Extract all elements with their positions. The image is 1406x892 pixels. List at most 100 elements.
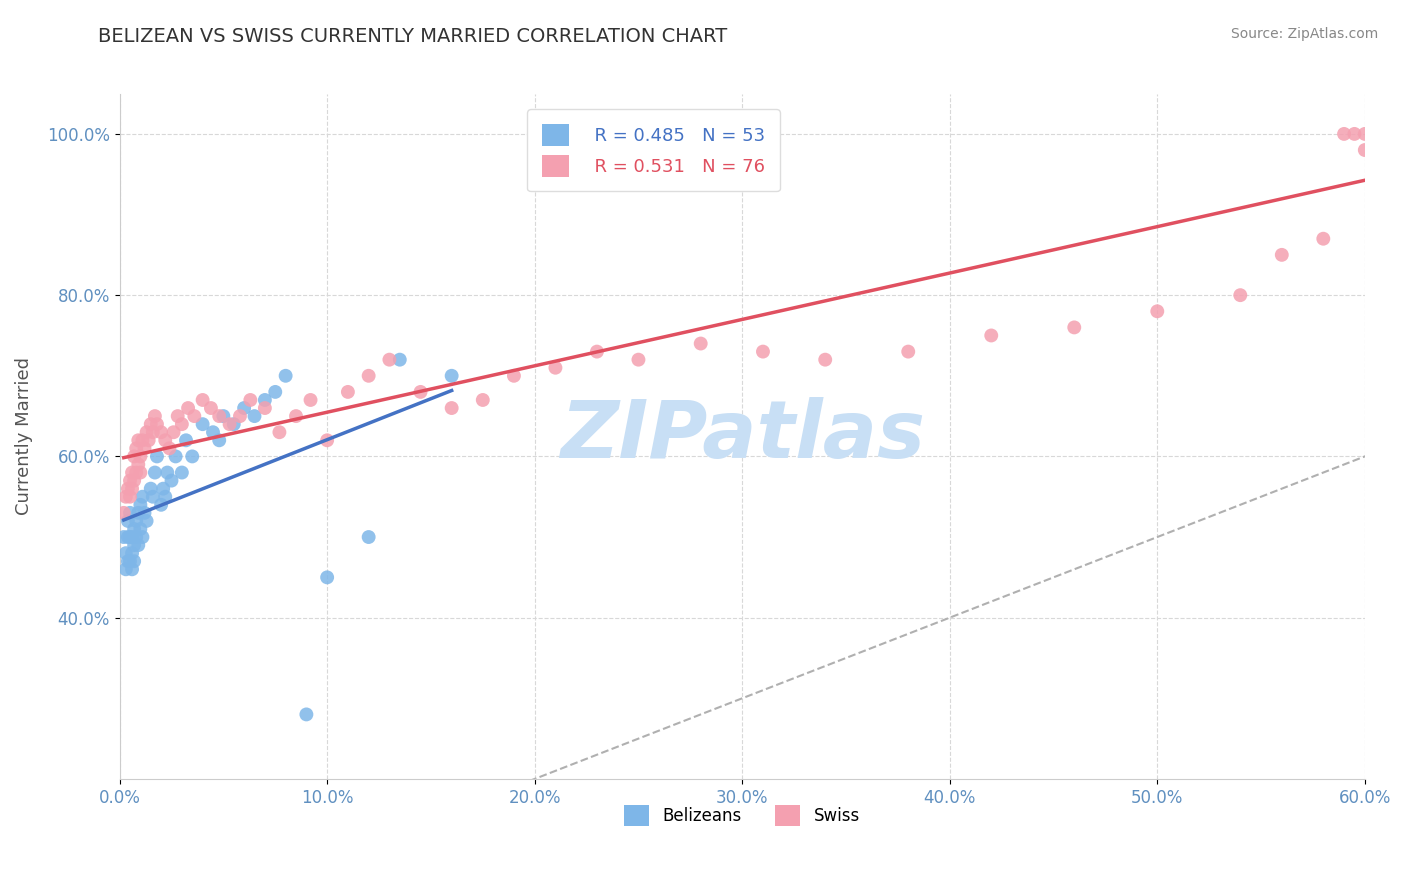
Point [177, 401, 200, 415]
Point [118, 506, 141, 520]
Point [1333, 127, 1355, 141]
Point [752, 344, 775, 359]
Point [503, 368, 526, 383]
Point [125, 530, 148, 544]
Point [1374, 127, 1396, 141]
Point [121, 546, 143, 560]
Point [285, 409, 308, 423]
Point [1343, 127, 1365, 141]
Point [1146, 304, 1168, 318]
Point [121, 530, 143, 544]
Point [980, 328, 1002, 343]
Point [181, 450, 204, 464]
Point [1374, 127, 1396, 141]
Y-axis label: Currently Married: Currently Married [15, 358, 32, 516]
Point [150, 425, 173, 440]
Point [269, 425, 291, 440]
Point [218, 417, 240, 432]
Point [122, 450, 145, 464]
Point [121, 482, 143, 496]
Point [222, 417, 245, 432]
Point [1063, 320, 1085, 334]
Point [299, 392, 322, 407]
Point [897, 344, 920, 359]
Point [125, 442, 148, 456]
Point [121, 562, 143, 576]
Point [166, 409, 188, 423]
Point [229, 409, 252, 423]
Point [160, 474, 183, 488]
Point [336, 384, 359, 399]
Point [409, 384, 432, 399]
Point [117, 554, 139, 568]
Point [1229, 288, 1251, 302]
Point [112, 506, 135, 520]
Point [127, 434, 149, 448]
Point [146, 417, 169, 432]
Point [440, 401, 463, 415]
Point [142, 490, 165, 504]
Point [138, 434, 160, 448]
Point [274, 368, 297, 383]
Point [212, 409, 235, 423]
Point [122, 522, 145, 536]
Point [208, 434, 231, 448]
Point [129, 450, 152, 464]
Point [689, 336, 711, 351]
Point [150, 498, 173, 512]
Point [295, 707, 318, 722]
Point [156, 466, 179, 480]
Point [544, 360, 567, 375]
Point [170, 417, 193, 432]
Point [129, 466, 152, 480]
Point [117, 482, 139, 496]
Point [239, 392, 262, 407]
Point [118, 490, 141, 504]
Point [118, 474, 141, 488]
Text: BELIZEAN VS SWISS CURRENTLY MARRIED CORRELATION CHART: BELIZEAN VS SWISS CURRENTLY MARRIED CORR… [98, 27, 728, 45]
Point [586, 344, 609, 359]
Point [118, 554, 141, 568]
Point [170, 466, 193, 480]
Point [152, 482, 174, 496]
Point [1271, 248, 1294, 262]
Point [316, 570, 339, 584]
Point [1312, 232, 1334, 246]
Point [117, 514, 139, 528]
Point [127, 458, 149, 472]
Point [143, 409, 166, 423]
Point [1354, 143, 1376, 157]
Point [183, 409, 205, 423]
Point [131, 434, 153, 448]
Point [135, 514, 157, 528]
Point [253, 401, 276, 415]
Point [471, 392, 494, 407]
Point [122, 474, 145, 488]
Point [125, 466, 148, 480]
Point [165, 450, 187, 464]
Point [118, 530, 141, 544]
Point [1364, 127, 1386, 141]
Point [233, 401, 256, 415]
Point [117, 530, 139, 544]
Point [139, 482, 162, 496]
Point [201, 425, 224, 440]
Point [127, 506, 149, 520]
Legend: Belizeans, Swiss: Belizeans, Swiss [617, 798, 866, 832]
Point [1395, 127, 1406, 141]
Point [357, 368, 380, 383]
Point [155, 490, 177, 504]
Text: ZIPatlas: ZIPatlas [560, 397, 925, 475]
Point [115, 546, 138, 560]
Point [1385, 127, 1406, 141]
Point [125, 514, 148, 528]
Point [115, 562, 138, 576]
Point [191, 392, 214, 407]
Point [143, 466, 166, 480]
Point [388, 352, 411, 367]
Point [155, 434, 177, 448]
Point [814, 352, 837, 367]
Point [627, 352, 650, 367]
Point [162, 425, 184, 440]
Point [253, 392, 276, 407]
